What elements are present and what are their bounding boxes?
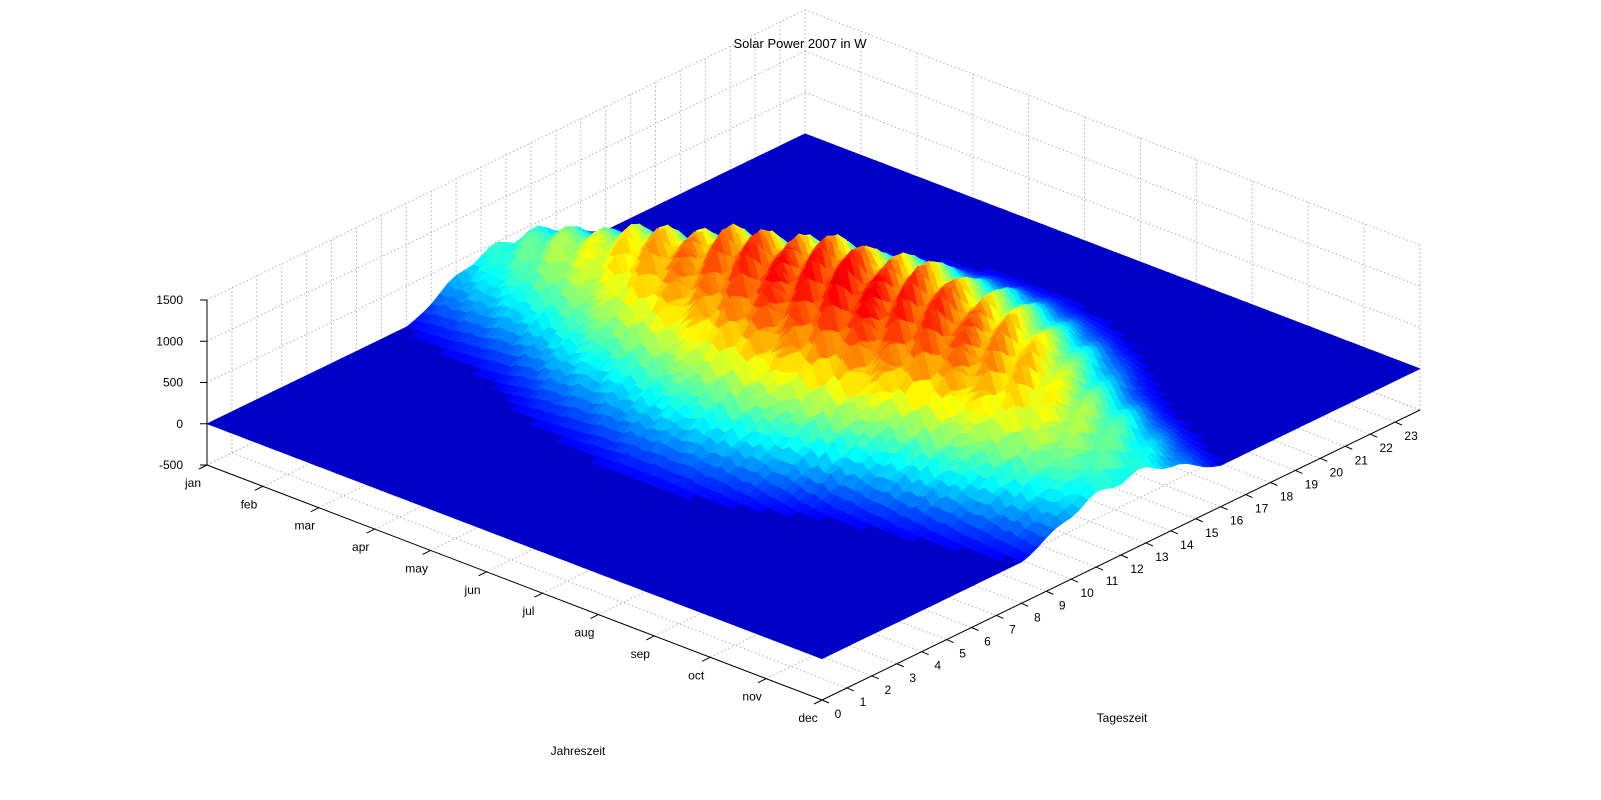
grid-line [206, 9, 806, 301]
grid-line [206, 50, 806, 342]
grid-line [206, 92, 806, 383]
grid-line [804, 50, 1421, 287]
surface-plot [206, 133, 1421, 660]
grid-line [804, 9, 1421, 246]
grid-line [804, 92, 1421, 328]
grid-line [765, 388, 1365, 680]
grid-line [231, 452, 848, 689]
